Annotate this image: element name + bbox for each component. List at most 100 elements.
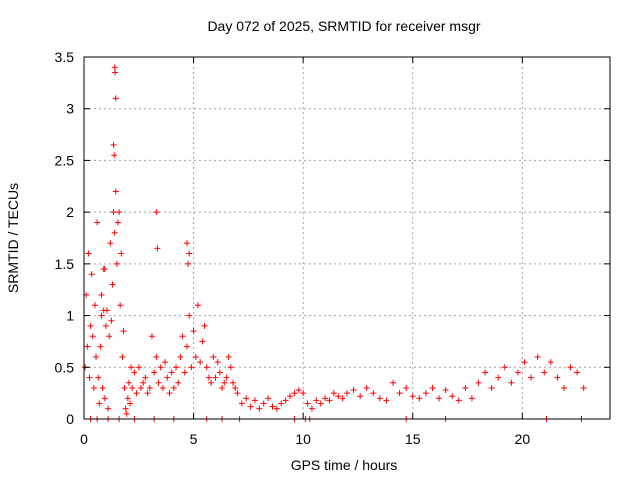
- data-point: [278, 400, 285, 407]
- data-point: [140, 379, 147, 386]
- data-point: [173, 364, 180, 371]
- data-point: [184, 240, 191, 247]
- data-point: [109, 281, 116, 288]
- data-point: [148, 333, 155, 340]
- data-point: [462, 384, 469, 391]
- data-point: [554, 374, 561, 381]
- data-point: [93, 353, 100, 360]
- data-point: [574, 369, 581, 376]
- data-point: [221, 379, 228, 386]
- data-point: [99, 384, 106, 391]
- data-point: [101, 395, 108, 402]
- chart-title: Day 072 of 2025, SRMTID for receiver msg…: [207, 18, 480, 34]
- data-point: [214, 359, 221, 366]
- data-point: [528, 374, 535, 381]
- data-point: [119, 353, 126, 360]
- data-point: [144, 390, 151, 397]
- data-point: [308, 405, 315, 412]
- y-tick-label: 0.5: [55, 359, 75, 375]
- data-point: [135, 364, 142, 371]
- data-point: [113, 260, 120, 267]
- data-point: [164, 374, 171, 381]
- data-point: [403, 384, 410, 391]
- data-point: [243, 395, 250, 402]
- data-point: [116, 209, 123, 216]
- data-point: [127, 400, 134, 407]
- data-point: [102, 322, 109, 329]
- data-point: [112, 188, 119, 195]
- data-point: [295, 387, 302, 394]
- data-point: [142, 374, 149, 381]
- data-point: [468, 395, 475, 402]
- data-point: [409, 393, 416, 400]
- plot-frame: [83, 56, 611, 420]
- data-point: [287, 393, 294, 400]
- data-point: [124, 395, 131, 402]
- data-point: [495, 374, 502, 381]
- data-point: [416, 395, 423, 402]
- data-point: [429, 384, 436, 391]
- x-tick-label: 0: [80, 431, 88, 447]
- data-point: [175, 379, 182, 386]
- data-point: [153, 353, 160, 360]
- data-point: [98, 312, 105, 319]
- data-point: [137, 384, 144, 391]
- x-tick-label: 10: [295, 431, 311, 447]
- data-point: [339, 395, 346, 402]
- data-point: [344, 390, 350, 397]
- data-point: [192, 353, 199, 360]
- y-tick-label: 0: [66, 411, 74, 427]
- data-point: [291, 390, 298, 397]
- data-point: [157, 364, 164, 371]
- data-point: [90, 384, 97, 391]
- data-point: [153, 209, 160, 216]
- data-point: [181, 369, 188, 376]
- data-point: [111, 64, 118, 71]
- y-tick-label: 3: [66, 101, 74, 117]
- data-point: [86, 374, 93, 381]
- data-point: [105, 405, 112, 412]
- data-point: [125, 379, 132, 386]
- data-point: [247, 403, 254, 410]
- data-point: [225, 353, 232, 360]
- data-point: [146, 384, 153, 391]
- data-point: [184, 343, 191, 350]
- x-axis-label: GPS time / hours: [291, 457, 398, 473]
- data-point: [370, 390, 377, 397]
- data-point: [560, 384, 567, 391]
- data-point: [89, 333, 96, 340]
- data-points: [82, 64, 587, 422]
- data-point: [95, 374, 102, 381]
- data-point: [111, 152, 118, 159]
- data-point: [110, 141, 117, 148]
- data-point: [151, 369, 158, 376]
- data-point: [85, 250, 92, 257]
- data-point: [205, 374, 212, 381]
- data-point: [201, 322, 208, 329]
- grid-lines: [84, 57, 610, 419]
- data-point: [541, 369, 548, 376]
- data-point: [208, 379, 215, 386]
- data-point: [227, 364, 234, 371]
- data-point: [168, 369, 175, 376]
- data-point: [87, 322, 94, 329]
- data-point: [534, 353, 541, 360]
- data-point: [97, 343, 104, 350]
- data-point: [106, 333, 113, 340]
- data-point: [488, 384, 495, 391]
- data-point: [166, 390, 173, 397]
- data-point: [100, 307, 107, 314]
- data-point: [260, 400, 267, 407]
- data-point: [108, 317, 115, 324]
- y-axis-label: SRMTID / TECUs: [5, 183, 21, 293]
- data-point: [322, 395, 329, 402]
- data-point: [122, 405, 129, 412]
- data-point: [219, 384, 226, 391]
- y-tick-label: 2: [66, 204, 74, 220]
- data-point: [449, 393, 456, 400]
- data-point: [376, 395, 383, 402]
- data-point: [521, 359, 528, 366]
- data-point: [234, 390, 241, 397]
- data-point: [88, 271, 95, 278]
- data-point: [547, 359, 554, 366]
